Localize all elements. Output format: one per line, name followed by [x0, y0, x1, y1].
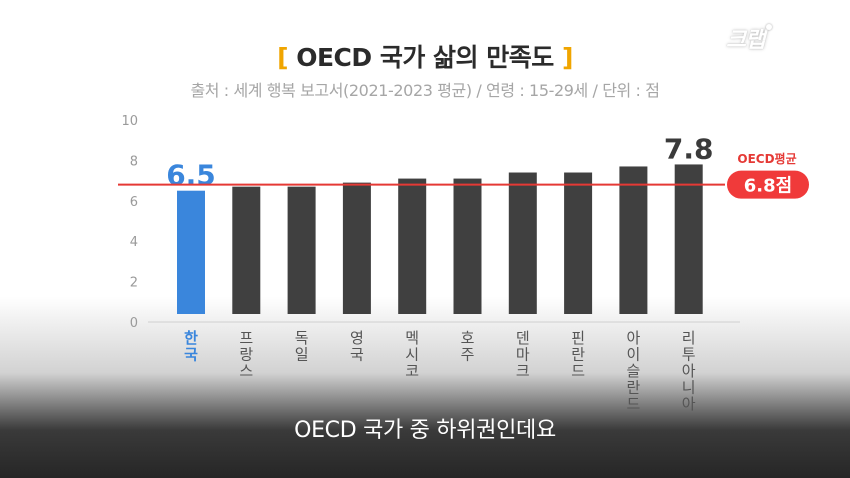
y-tick-label: 6: [130, 195, 138, 210]
chart-title-text: OECD 국가 삶의 만족도: [296, 43, 554, 72]
data-label: 6.5: [166, 159, 216, 192]
y-tick-label: 10: [121, 114, 138, 129]
y-tick-label: 2: [130, 276, 138, 291]
logo-dot-icon: [766, 24, 773, 30]
bar: [674, 164, 703, 314]
bar: [177, 190, 205, 314]
average-value-label: 6.8점: [744, 176, 792, 197]
title-bracket-close: ]: [561, 43, 573, 72]
y-tick-label: 0: [130, 316, 138, 331]
bar: [232, 186, 261, 314]
average-line-label: OECD평균: [737, 152, 796, 166]
channel-logo: 크랩: [726, 22, 773, 54]
data-label: 7.8: [664, 132, 714, 165]
bar: [453, 178, 482, 314]
y-tick-label: 4: [130, 235, 138, 250]
bar: [508, 172, 537, 314]
subtitle-caption: OECD 국가 중 하위권인데요: [294, 418, 556, 443]
bar: [342, 182, 371, 314]
chart-subtitle: 출처 : 세계 행복 보고서(2021-2023 평균) / 연령 : 15-2…: [190, 81, 660, 100]
chart-title: [ OECD 국가 삶의 만족도 ]: [0, 38, 850, 74]
y-tick-label: 8: [130, 154, 138, 169]
average-value-badge: [727, 170, 809, 199]
bar: [398, 178, 427, 314]
title-bracket-open: [: [277, 43, 288, 72]
bar: [564, 172, 593, 314]
bar: [287, 186, 316, 314]
channel-logo-text: 크랩: [726, 28, 765, 53]
bar: [619, 166, 648, 314]
